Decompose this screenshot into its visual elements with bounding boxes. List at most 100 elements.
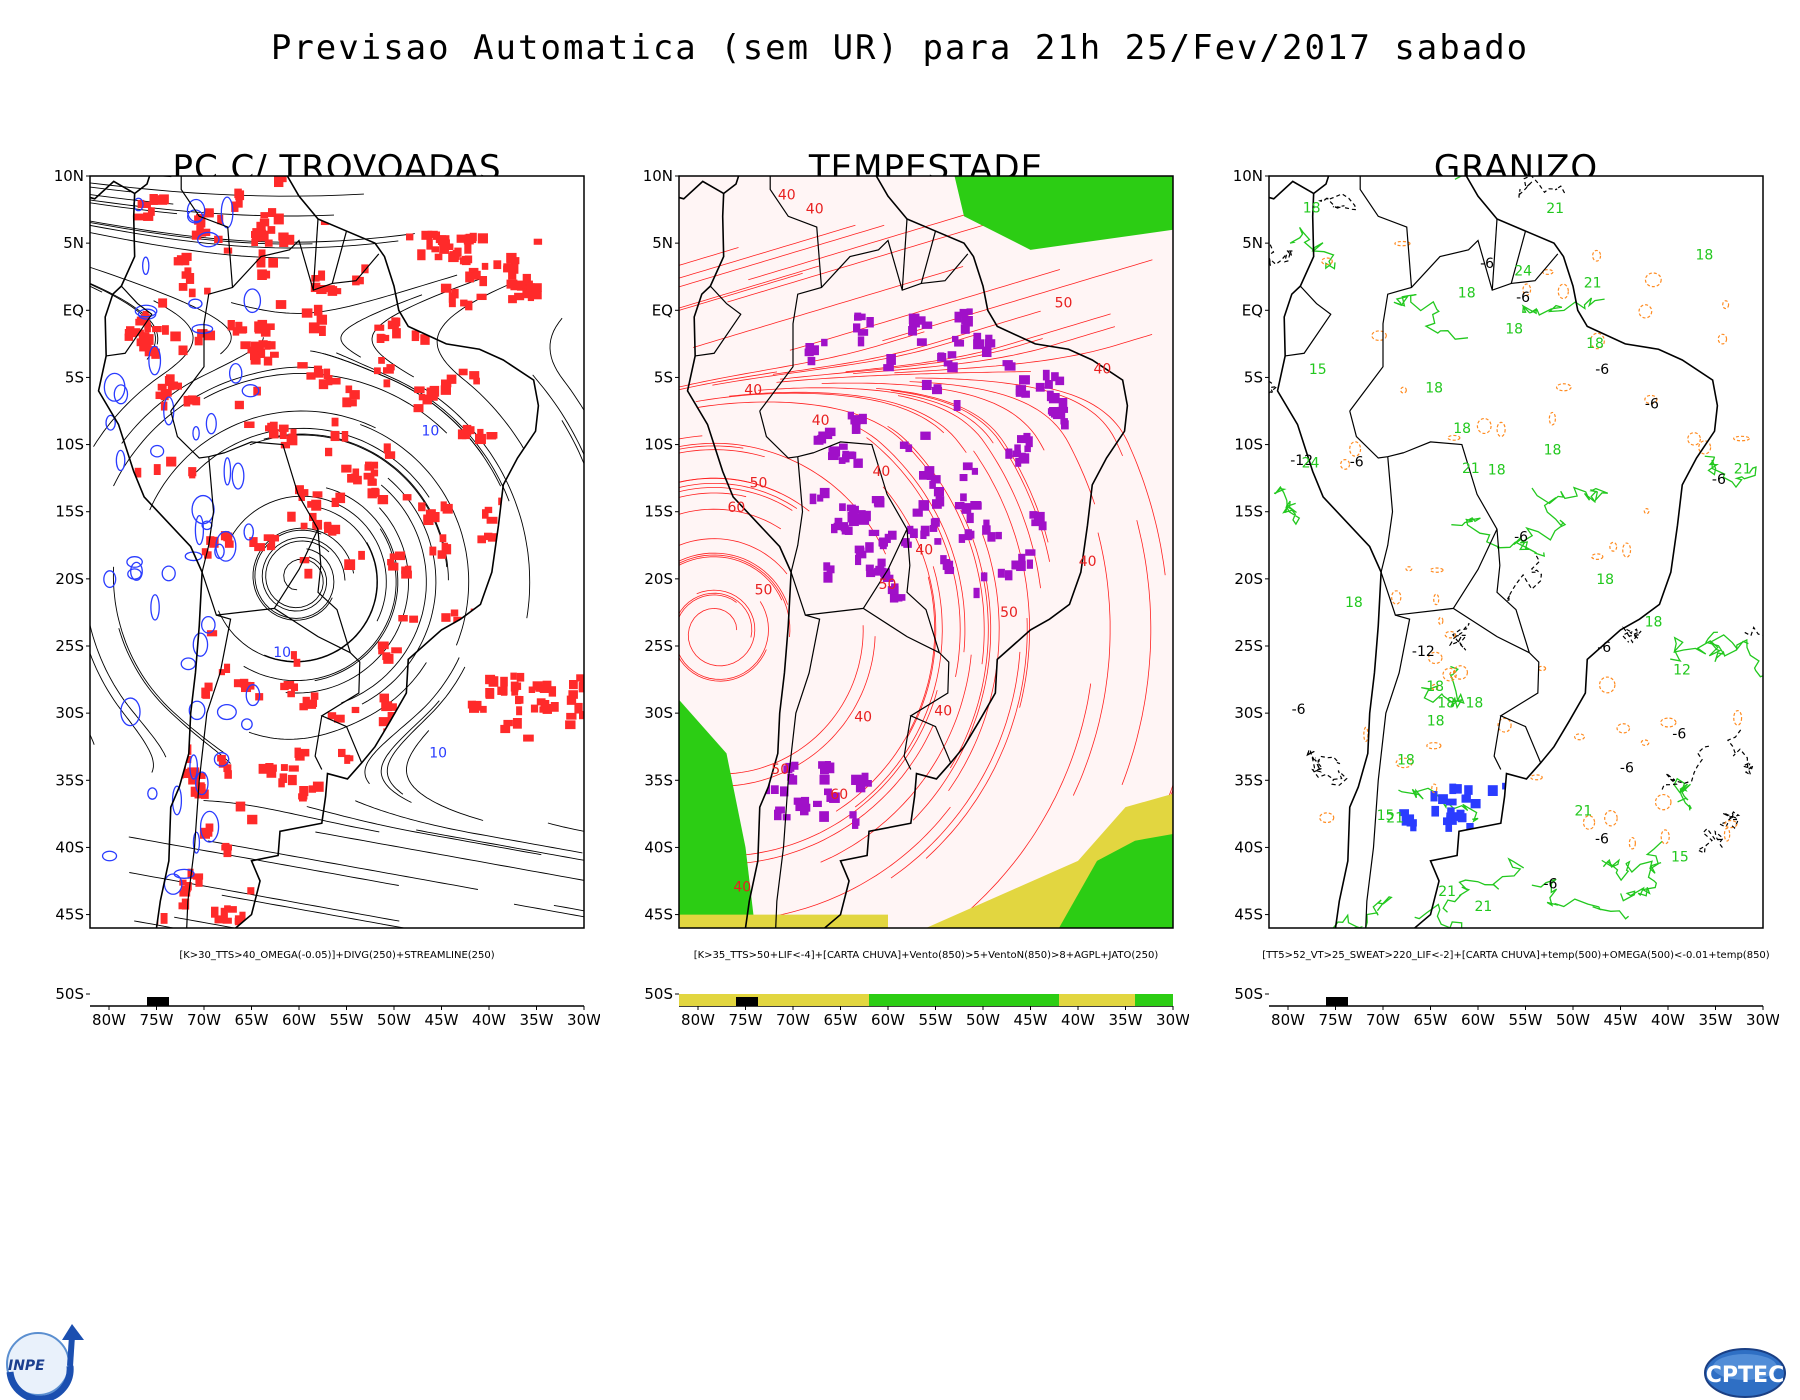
fill-cell [805, 343, 815, 353]
fill-cell [480, 705, 487, 713]
contour-loop [1530, 774, 1543, 781]
fill-cell [1004, 570, 1013, 581]
contour-label: 21 [1546, 201, 1564, 217]
fill-cell [135, 318, 142, 326]
fill-cell [829, 446, 841, 457]
contour-loop [231, 462, 245, 490]
contour-line [1531, 878, 1630, 920]
streamline [90, 232, 290, 259]
streamline [355, 800, 583, 854]
fill-cell [311, 499, 322, 511]
fill-cell [181, 252, 192, 262]
contour-label: 18 [1505, 322, 1523, 338]
fill-cell [877, 567, 886, 574]
contour-loop [214, 543, 225, 560]
streamline [248, 662, 427, 740]
fill-cell [1058, 409, 1066, 419]
fill-cell [983, 519, 990, 529]
panel-caption: [TT5>52_VT>25_SWEAT>220_LIF<-2]+[CARTA C… [1262, 950, 1770, 961]
contour-line [1442, 857, 1525, 913]
fill-cell [1026, 559, 1034, 569]
fill-cell [217, 214, 224, 225]
fill-cell [484, 506, 493, 514]
streamline [386, 666, 466, 795]
fill-cell [853, 323, 861, 333]
inpe-logo: INPE [6, 1324, 84, 1400]
fill-cell [201, 789, 209, 799]
fill-cell [155, 391, 164, 400]
contour-loop [1438, 616, 1444, 626]
fill-cell [865, 542, 874, 553]
panel-map[interactable]: -61818-618181818-61821-6-61821152118-6-6… [1219, 140, 1779, 1040]
fill-cell [234, 400, 244, 410]
strip-land [1326, 997, 1348, 1006]
fill-cell [299, 557, 310, 564]
streamline [532, 374, 584, 456]
fill-cell [479, 276, 488, 287]
fill-cell [850, 415, 861, 425]
contour-label: -6 [1544, 877, 1558, 893]
border-line [1452, 607, 1530, 654]
border-line [1285, 285, 1332, 357]
lat-label: 15S [644, 503, 673, 521]
fill-cell [826, 565, 835, 574]
contour-label: 40 [934, 703, 952, 719]
fill-cell [475, 433, 486, 445]
lat-label: 20S [644, 570, 673, 588]
fill-cell [328, 528, 337, 536]
fill-cell [313, 304, 323, 316]
fill-cell [959, 308, 969, 316]
fill-cell [363, 472, 375, 480]
panel-map[interactable]: 4040505060505050604040405040404040404010… [629, 140, 1189, 1040]
fill-cell [152, 326, 162, 333]
streamline [925, 617, 1028, 859]
fill-cell [929, 480, 936, 489]
fill-cell [942, 559, 951, 570]
fill-cell [429, 546, 437, 556]
fill-cell [338, 748, 346, 758]
contour-loop [1427, 651, 1443, 665]
fill-cell [263, 356, 273, 366]
fill-cell [585, 683, 592, 690]
fill-cell [565, 720, 576, 730]
streamline [949, 509, 989, 769]
fill-cell [325, 447, 333, 457]
streamline [679, 272, 803, 311]
contour-line [1670, 634, 1749, 662]
fill-cell [512, 682, 522, 690]
panel-map[interactable]: 10 10 10 10N 5N EQ 5S 10S 15S 20S 25S 30S 35S 40S 45S 5… [40, 140, 600, 1040]
contour-loop [243, 288, 262, 314]
fill-cell [278, 778, 285, 788]
wind-fill [679, 176, 1173, 928]
fill-cell [970, 501, 982, 510]
fill-cell [269, 429, 279, 439]
contour-label: 40 [812, 413, 830, 429]
fill-cell [566, 712, 577, 720]
streamline [364, 657, 460, 785]
fill-cell [270, 351, 279, 358]
contour-label: 18 [1426, 679, 1444, 695]
temperature-contours [1273, 176, 1763, 928]
lon-label: 80W [92, 1011, 126, 1029]
contour-label: 10 [422, 424, 440, 440]
fill-cell [367, 478, 377, 486]
contour-loop [213, 752, 230, 767]
fill-cell [331, 417, 339, 427]
fill-cell [394, 551, 406, 561]
fill-cell [301, 308, 313, 318]
axis-ticks: 10N 5N EQ 5S 10S 15S 20S 25S 30S 35S 40S 45S 50S 80W 7… [1233, 167, 1779, 1029]
fill-cell [566, 695, 577, 705]
contour-loop [1609, 541, 1618, 552]
fill-cell [260, 212, 269, 219]
fill-cell [280, 764, 288, 771]
fill-cell [240, 341, 251, 350]
fill-cell [819, 487, 830, 499]
contour-loop [127, 568, 142, 580]
fill-cell [866, 317, 874, 328]
contour-label: 21 [1475, 899, 1493, 915]
lon-label: 55W [919, 1011, 953, 1029]
fill-cell [381, 701, 393, 712]
fill-cell [1470, 799, 1481, 809]
streamline [780, 338, 1043, 380]
fill-cell [985, 334, 993, 343]
